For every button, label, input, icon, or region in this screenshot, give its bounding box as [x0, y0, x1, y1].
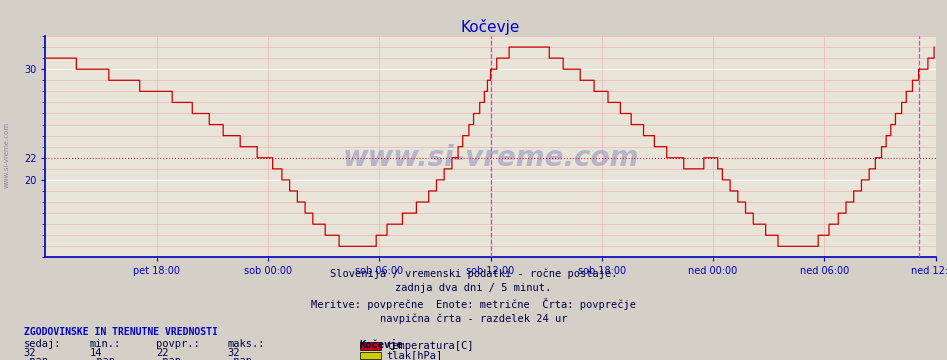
Text: www.si-vreme.com: www.si-vreme.com — [4, 122, 9, 188]
Text: tlak[hPa]: tlak[hPa] — [386, 350, 442, 360]
Text: 14: 14 — [90, 348, 102, 359]
Text: Slovenija / vremenski podatki - ročne postaje.: Slovenija / vremenski podatki - ročne po… — [330, 268, 617, 279]
Text: zadnja dva dni / 5 minut.: zadnja dva dni / 5 minut. — [396, 283, 551, 293]
Text: -nan: -nan — [90, 356, 115, 360]
Text: 32: 32 — [227, 348, 240, 359]
Text: 22: 22 — [156, 348, 169, 359]
Title: Kočevje: Kočevje — [461, 19, 520, 35]
Text: 32: 32 — [24, 348, 36, 359]
Text: -nan: -nan — [227, 356, 252, 360]
Text: Kočevje: Kočevje — [360, 339, 403, 350]
Text: www.si-vreme.com: www.si-vreme.com — [342, 144, 639, 172]
Text: -nan: -nan — [156, 356, 181, 360]
Text: ZGODOVINSKE IN TRENUTNE VREDNOSTI: ZGODOVINSKE IN TRENUTNE VREDNOSTI — [24, 327, 218, 337]
Text: povpr.:: povpr.: — [156, 339, 200, 349]
Text: Meritve: povprečne  Enote: metrične  Črta: povprečje: Meritve: povprečne Enote: metrične Črta:… — [311, 298, 636, 310]
Text: -nan: -nan — [24, 356, 48, 360]
Text: sedaj:: sedaj: — [24, 339, 62, 349]
Text: min.:: min.: — [90, 339, 121, 349]
Text: navpična črta - razdelek 24 ur: navpična črta - razdelek 24 ur — [380, 314, 567, 324]
Text: maks.:: maks.: — [227, 339, 265, 349]
Text: temperatura[C]: temperatura[C] — [386, 341, 474, 351]
